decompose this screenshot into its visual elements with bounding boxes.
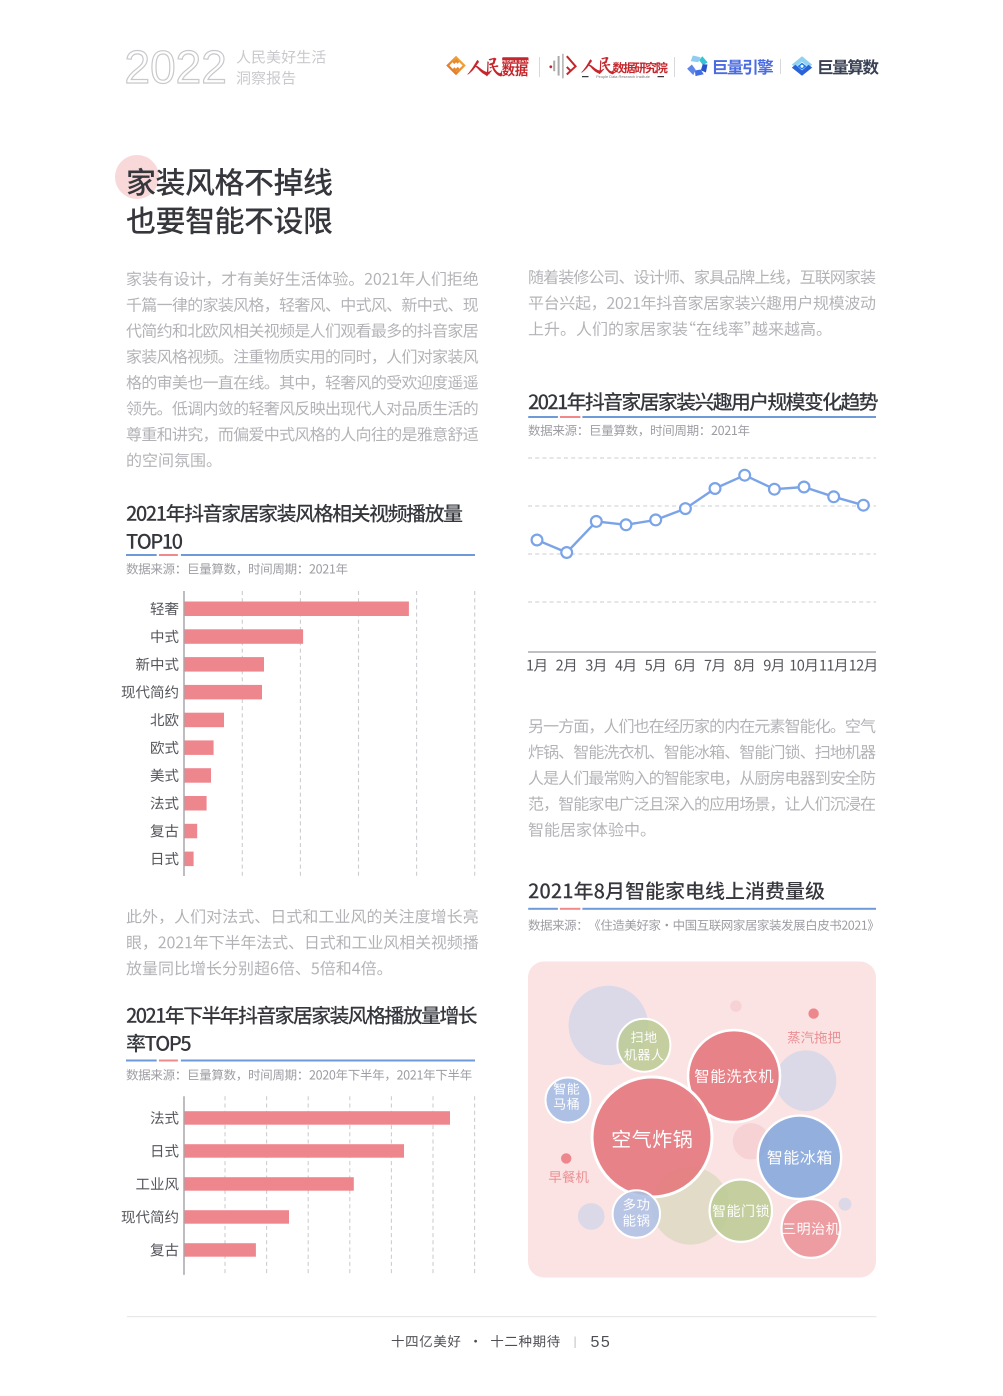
svg-text:2022: 2022 [125,41,227,93]
svg-text:PEOPLE DATA: PEOPLE DATA [502,59,530,63]
svg-text:55: 55 [591,1334,612,1351]
svg-text:People Data Research Institute: People Data Research Institute [596,74,650,79]
